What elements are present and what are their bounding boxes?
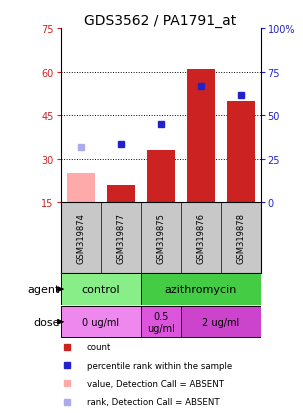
Text: GSM319878: GSM319878	[236, 212, 245, 263]
Text: count: count	[87, 342, 111, 351]
Text: dose: dose	[33, 317, 60, 327]
Text: control: control	[81, 285, 120, 294]
Text: value, Detection Call = ABSENT: value, Detection Call = ABSENT	[87, 379, 224, 388]
Bar	[141, 306, 181, 338]
Text: GSM319877: GSM319877	[116, 212, 125, 263]
Bar	[181, 306, 261, 338]
Bar	[61, 306, 141, 338]
Text: rank, Detection Call = ABSENT: rank, Detection Call = ABSENT	[87, 397, 219, 406]
Text: GSM319876: GSM319876	[196, 212, 205, 263]
Text: azithromycin: azithromycin	[165, 285, 237, 294]
Text: percentile rank within the sample: percentile rank within the sample	[87, 361, 232, 370]
Bar	[187, 69, 215, 203]
Text: GSM319875: GSM319875	[156, 213, 165, 263]
Bar	[141, 274, 261, 305]
Bar	[147, 150, 175, 203]
Bar	[107, 185, 135, 203]
Text: GSM319874: GSM319874	[76, 213, 85, 263]
Bar	[227, 101, 255, 203]
Text: 0.5
ug/ml: 0.5 ug/ml	[147, 311, 175, 333]
Title: GDS3562 / PA1791_at: GDS3562 / PA1791_at	[85, 14, 237, 28]
Text: agent: agent	[28, 285, 60, 294]
Text: 0 ug/ml: 0 ug/ml	[82, 317, 119, 327]
Bar	[67, 173, 95, 203]
Bar	[61, 274, 141, 305]
Text: 2 ug/ml: 2 ug/ml	[202, 317, 239, 327]
